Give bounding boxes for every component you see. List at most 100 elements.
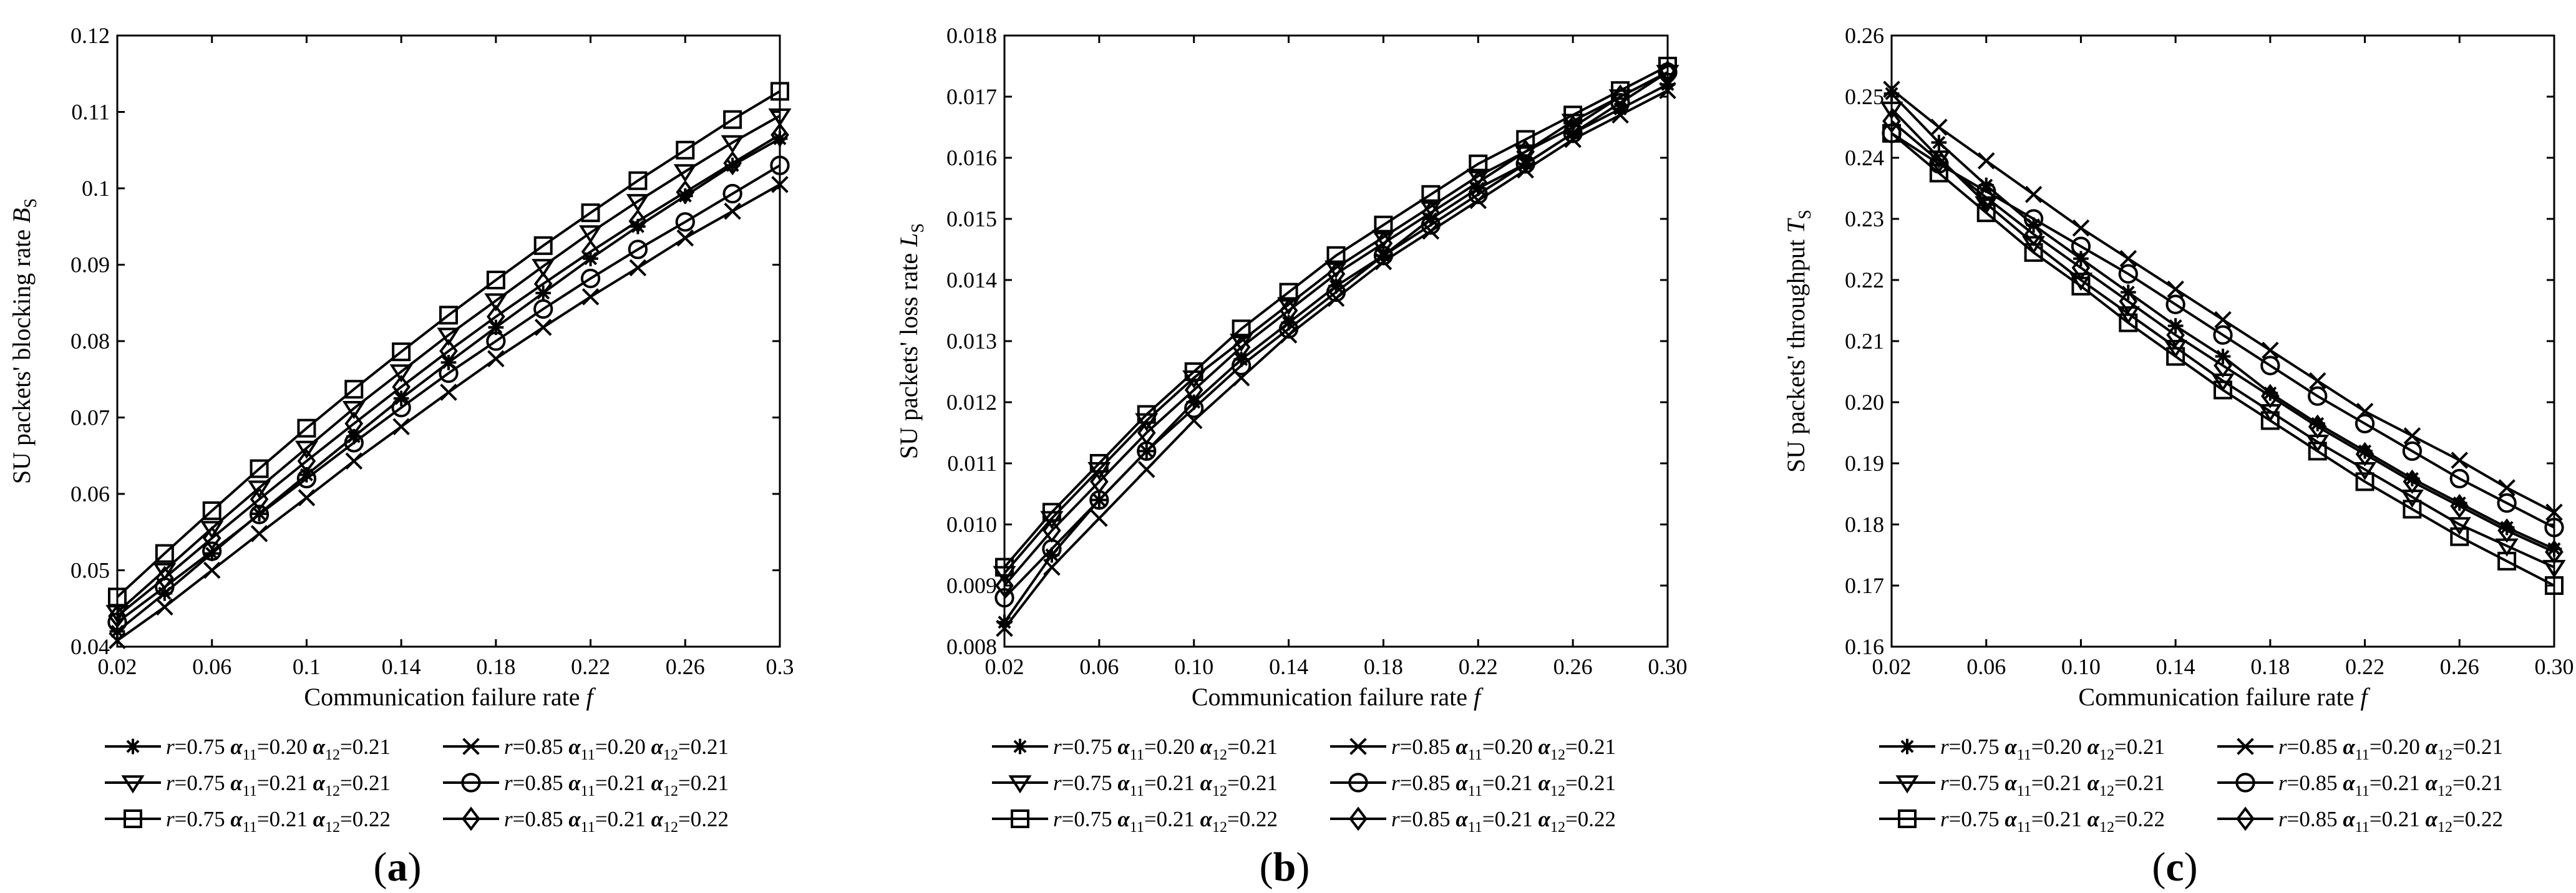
legend-label: r=0.85 α11=0.21 α12=0.21 [504, 771, 729, 799]
data-point-x [1977, 152, 1995, 170]
marker-x-shape [1564, 130, 1582, 148]
x-tick-label: 0.10 [1174, 654, 1213, 679]
legend-label-part [2082, 771, 2088, 795]
data-point-x [345, 452, 363, 470]
data-point-diamond [2450, 494, 2469, 519]
marker-star-shape [1899, 738, 1915, 755]
marker-circle-shape [2497, 493, 2517, 513]
y-axis-label: SU packets' blocking rate BS [7, 198, 41, 484]
legend-item-circle: r=0.85 α11=0.21 α12=0.21 [1330, 771, 1616, 799]
data-point-diamond [202, 526, 221, 551]
data-point-diamond [1563, 115, 1583, 140]
data-point-x [771, 176, 789, 193]
marker-x-shape [1091, 509, 1108, 527]
legend-label-part: r [1391, 807, 1400, 831]
marker-star-shape [772, 131, 788, 147]
marker-triangle-shape [532, 259, 555, 278]
marker-x-shape [581, 288, 600, 306]
data-point-x [2262, 341, 2279, 359]
marker-circle-shape [107, 612, 127, 632]
legend-marker [1895, 775, 1919, 794]
marker-triangle-shape [2447, 517, 2471, 536]
data-point-x [2072, 219, 2090, 237]
legend-marker [2235, 773, 2255, 793]
marker-x-shape [676, 229, 694, 247]
marker-x-shape [1883, 80, 1900, 99]
legend-marker [1012, 738, 1028, 755]
data-point-diamond [1043, 518, 1061, 543]
legend-marker [1349, 738, 1367, 755]
legend-label-part: 11 [2355, 783, 2369, 799]
legend-label-part: =0.21 [1144, 771, 1195, 795]
data-point-diamond [1232, 335, 1251, 360]
legend-item-triangle: r=0.75 α11=0.21 α12=0.21 [1879, 771, 2165, 799]
marker-diamond-shape [2497, 518, 2517, 543]
legend-marker [461, 773, 481, 793]
y-axis-label: SU packets' loss rate LS [895, 223, 928, 459]
legend-label-part: α [313, 807, 326, 831]
data-point-square [344, 380, 364, 399]
data-point-x [1564, 130, 1582, 148]
data-point-circle [2260, 355, 2280, 375]
series-line [1890, 88, 2555, 514]
legend-label-part: =0.85 [2287, 735, 2338, 759]
marker-square-shape [439, 306, 458, 325]
legend-label-part [646, 807, 651, 831]
series-line [1003, 71, 1668, 574]
legend-label-part [225, 807, 231, 831]
caption-paren: ) [1296, 844, 1310, 890]
data-point-x [1138, 461, 1155, 478]
marker-diamond-shape [723, 151, 742, 176]
marker-x-shape [2308, 372, 2326, 390]
legend-label-part: α [2088, 771, 2100, 795]
marker-diamond-shape [2071, 255, 2091, 280]
data-point-circle [1515, 154, 1535, 174]
data-point-diamond [108, 604, 127, 629]
legend-label-part: =0.21 [2114, 735, 2165, 759]
data-point-circle [249, 504, 270, 524]
y-tick-label: 0.22 [1845, 268, 1884, 292]
series-square [108, 82, 789, 607]
marker-triangle-shape [721, 135, 744, 153]
legend-label-part: 11 [243, 819, 257, 836]
legend-label: r=0.75 α11=0.20 α12=0.21 [1940, 735, 2165, 763]
legend-label: r=0.85 α11=0.20 α12=0.21 [1391, 735, 1616, 763]
x-tick-label: 0.06 [1079, 654, 1119, 679]
legend-item-diamond: r=0.85 α11=0.21 α12=0.22 [2217, 806, 2503, 836]
legend-label-part [1112, 735, 1118, 759]
legend-label-part: α [230, 735, 243, 759]
x-tick-label: 0.22 [1459, 654, 1498, 679]
series-x [109, 176, 789, 649]
marker-square-shape [344, 380, 364, 399]
marker-square-shape [392, 342, 411, 362]
marker-triangle-shape [153, 562, 177, 581]
data-point-star [1044, 547, 1060, 563]
marker-x-shape [1280, 326, 1298, 344]
legend-label-part: 12 [1212, 747, 1227, 763]
marker-circle-shape [2260, 355, 2280, 375]
marker-diamond-shape [2166, 322, 2185, 347]
data-point-square [439, 306, 458, 325]
legend-label-part: r [1391, 771, 1400, 795]
legend-label-part: 11 [2017, 783, 2031, 799]
legend-label-part: =0.21 [1482, 807, 1533, 831]
data-point-x [629, 259, 647, 277]
legend-label-part: α [1538, 771, 1551, 795]
data-point-x [1327, 289, 1345, 307]
marker-diamond-shape [1374, 231, 1393, 256]
legend-label: r=0.75 α11=0.21 α12=0.21 [166, 771, 391, 799]
data-point-star [2357, 443, 2373, 459]
y-tick-label: 0.17 [1845, 573, 1884, 598]
legend-label-part: 12 [1550, 819, 1565, 836]
data-point-square [486, 271, 505, 289]
data-point-triangle [153, 562, 177, 581]
legend-label-part [1451, 807, 1456, 831]
y-tick-label: 0.016 [946, 145, 997, 170]
data-point-diamond [2214, 353, 2232, 378]
marker-square-shape [2119, 313, 2138, 332]
marker-star-shape [2310, 415, 2326, 432]
marker-circle-shape [1563, 123, 1583, 143]
data-point-diamond [297, 448, 316, 473]
marker-diamond-shape [250, 487, 269, 512]
legend-label: r=0.75 α11=0.21 α12=0.22 [166, 807, 391, 836]
